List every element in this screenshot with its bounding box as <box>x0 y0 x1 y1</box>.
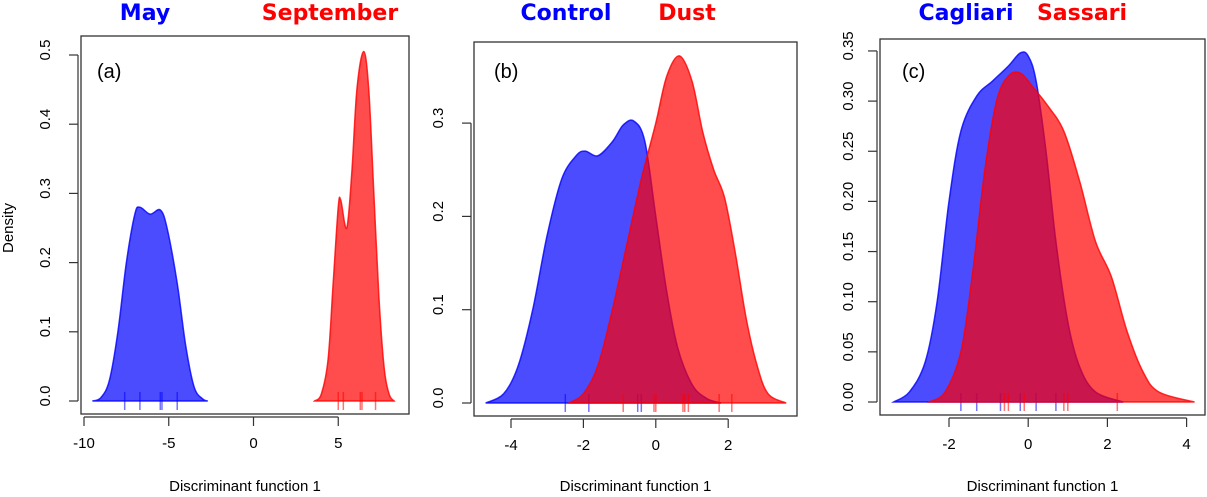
y-tick-label: 0.0 <box>430 388 447 409</box>
y-tick-label: 0.4 <box>37 109 54 130</box>
y-tick-label: 0.2 <box>430 201 447 222</box>
y-tick-label: 0.2 <box>37 247 54 268</box>
y-tick-label: 0.00 <box>840 382 857 411</box>
plot-frame <box>879 38 1206 416</box>
x-tick-label: -10 <box>73 435 95 452</box>
y-tick-label: 0.15 <box>840 232 857 261</box>
panel-label: (a) <box>97 61 121 83</box>
density-curve-may <box>92 206 209 402</box>
legend-dust: Dust <box>658 1 716 26</box>
x-tick-label: -2 <box>577 437 590 454</box>
x-axis-label: Discriminant function 1 <box>967 478 1119 495</box>
x-tick-label: 2 <box>1103 436 1111 453</box>
density-curve-dust <box>566 55 787 404</box>
x-tick-label: 4 <box>1182 436 1190 453</box>
x-tick-label: 0 <box>1024 436 1032 453</box>
x-axis-label: Discriminant function 1 <box>560 478 712 495</box>
legend-sassari: Sassari <box>1037 1 1127 26</box>
panel-label: (c) <box>902 61 925 83</box>
y-axis-label: Density <box>0 202 17 253</box>
y-tick-label: 0.05 <box>840 332 857 361</box>
y-tick-label: 0.3 <box>37 178 54 199</box>
x-tick-label: 0 <box>249 435 257 452</box>
y-tick-label: 0.35 <box>840 31 857 60</box>
x-tick-label: -5 <box>162 435 175 452</box>
y-tick-label: 0.3 <box>430 108 447 129</box>
panel-label: (b) <box>494 61 518 83</box>
legend-may: May <box>120 1 170 26</box>
x-tick-label: -4 <box>504 437 517 454</box>
y-tick-label: 0.25 <box>840 132 857 161</box>
plot-frame <box>80 35 410 415</box>
x-axis-label: Discriminant function 1 <box>169 478 321 495</box>
y-tick-label: 0.10 <box>840 282 857 311</box>
density-curve-september <box>312 50 396 402</box>
y-tick-label: 0.20 <box>840 182 857 211</box>
legend-cagliari: Cagliari <box>918 1 1013 26</box>
y-tick-label: 0.0 <box>37 386 54 407</box>
density-curve-sassari <box>926 71 1195 403</box>
x-tick-label: 2 <box>724 437 732 454</box>
y-tick-label: 0.5 <box>37 40 54 61</box>
x-tick-label: 5 <box>334 435 342 452</box>
legend-control: Control <box>521 1 612 26</box>
plot-frame <box>473 41 798 417</box>
y-tick-label: 0.1 <box>430 294 447 315</box>
y-tick-label: 0.1 <box>37 316 54 337</box>
x-tick-label: -2 <box>942 436 955 453</box>
x-tick-label: 0 <box>652 437 660 454</box>
legend-september: September <box>262 1 399 26</box>
y-tick-label: 0.30 <box>840 81 857 110</box>
